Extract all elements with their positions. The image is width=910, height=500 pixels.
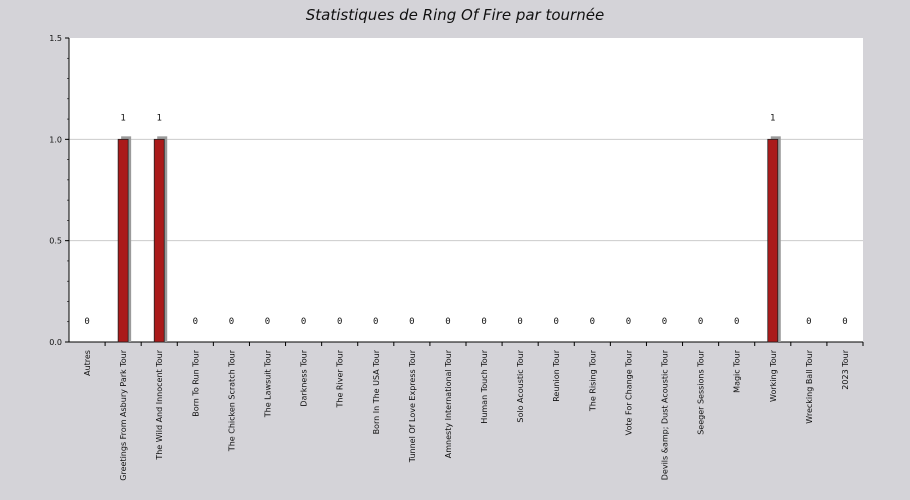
data-label: 0 — [337, 317, 342, 327]
x-tick-label: Solo Acoustic Tour — [516, 349, 525, 422]
data-label: 0 — [229, 317, 234, 327]
x-tick-label: Autres — [83, 350, 92, 376]
data-label: 1 — [157, 113, 162, 123]
x-tick-label: The Rising Tour — [588, 349, 597, 412]
data-label: 0 — [806, 317, 811, 327]
data-label: 0 — [481, 317, 486, 327]
data-label: 1 — [120, 113, 125, 123]
data-label: 0 — [84, 317, 89, 327]
x-tick-label: Born In The USA Tour — [372, 349, 381, 434]
x-tick-label: The Wild And Innocent Tour — [155, 349, 164, 460]
x-tick-label: The Chicken Scratch Tour — [227, 349, 236, 452]
x-tick-label: Darkness Tour — [300, 349, 309, 406]
y-tick-label: 0.5 — [49, 237, 62, 246]
x-tick-label: Tunnel Of Love Express Tour — [408, 349, 417, 463]
data-label: 0 — [265, 317, 270, 327]
data-label: 0 — [842, 317, 847, 327]
data-label: 0 — [517, 317, 522, 327]
x-tick-label: Reunion Tour — [552, 349, 561, 401]
x-tick-label: Vote For Change Tour — [624, 349, 633, 435]
data-label: 0 — [662, 317, 667, 327]
data-label: 0 — [698, 317, 703, 327]
data-label: 0 — [590, 317, 595, 327]
x-tick-label: Human Touch Tour — [480, 349, 489, 423]
data-label: 0 — [626, 317, 631, 327]
x-tick-label: The Lawsuit Tour — [264, 349, 273, 418]
x-tick-label: Born To Run Tour — [191, 349, 200, 416]
data-label: 1 — [770, 113, 775, 123]
bar — [767, 138, 779, 343]
y-tick-label: 1.5 — [49, 34, 62, 43]
data-label: 0 — [554, 317, 559, 327]
x-tick-label: Greetings From Asbury Park Tour — [119, 349, 128, 480]
data-label: 0 — [193, 317, 198, 327]
x-tick-label: Magic Tour — [733, 349, 742, 393]
x-tick-label: Seeger Sessions Tour — [697, 349, 706, 434]
chart-title: Statistiques de Ring Of Fire par tournée — [305, 6, 605, 24]
plot-area — [69, 38, 863, 342]
y-tick-label: 0.0 — [49, 338, 62, 347]
y-tick-label: 1.0 — [49, 135, 62, 144]
data-label: 0 — [373, 317, 378, 327]
x-tick-label: Amnesty International Tour — [444, 349, 453, 458]
x-tick-label: The River Tour — [336, 349, 345, 408]
x-tick-label: Wrecking Ball Tour — [805, 349, 814, 423]
data-label: 0 — [734, 317, 739, 327]
data-label: 0 — [445, 317, 450, 327]
bar — [117, 138, 129, 343]
data-label: 0 — [301, 317, 306, 327]
x-tick-label: Devils &amp; Dust Acoustic Tour — [661, 349, 670, 480]
data-label: 0 — [409, 317, 414, 327]
bar — [153, 138, 165, 343]
x-tick-label: Working Tour — [769, 349, 778, 402]
x-tick-label: 2023 Tour — [841, 349, 850, 389]
